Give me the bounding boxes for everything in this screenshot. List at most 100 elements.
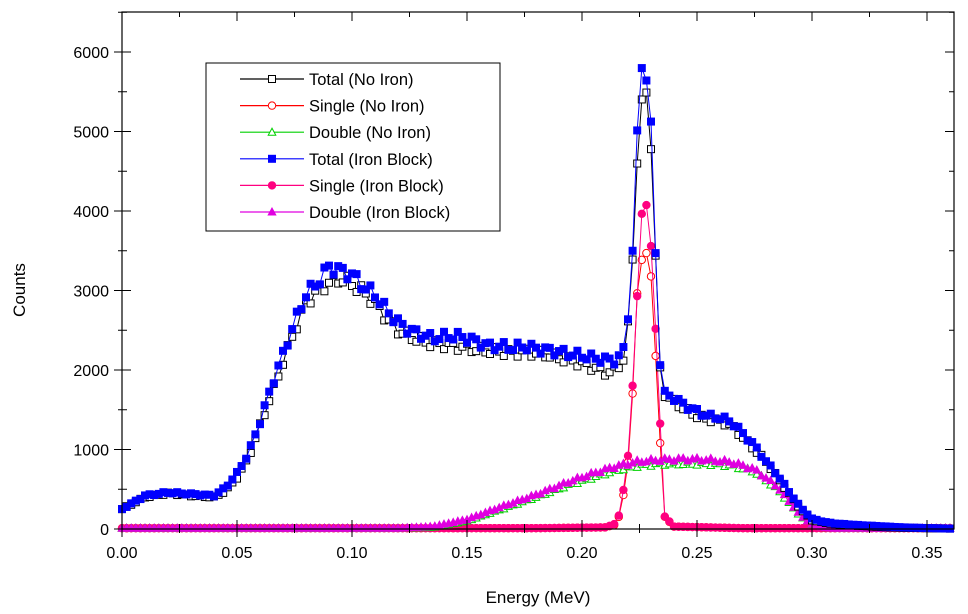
y-axis-title: Counts (10, 263, 29, 317)
data-point (251, 430, 260, 439)
data-point (610, 360, 619, 369)
legend-item-double-iron-block: Double (Iron Block) (240, 204, 450, 222)
data-point (573, 362, 582, 371)
data-point (752, 443, 761, 452)
data-point (748, 438, 757, 447)
data-point (210, 492, 218, 501)
data-point (706, 453, 716, 462)
data-point (486, 338, 494, 347)
data-point (618, 458, 629, 468)
data-point (513, 338, 522, 347)
data-point (550, 351, 559, 360)
data-point (619, 485, 628, 495)
data-point (660, 386, 669, 395)
data-point (283, 341, 292, 350)
data-point (614, 351, 623, 360)
data-point (719, 454, 730, 464)
data-point (472, 335, 481, 344)
legend-label: Double (No Iron) (309, 124, 431, 142)
legend: Total (No Iron) Single (No Iron) Double (N… (205, 62, 501, 232)
data-point (582, 355, 591, 364)
data-point (665, 517, 674, 526)
data-point (463, 338, 471, 347)
data-point (610, 519, 619, 529)
legend-label: Single (Iron Block) (309, 177, 444, 195)
y-tick-label: 2000 (73, 363, 109, 380)
data-point (633, 159, 642, 168)
legend-swatch-marker (267, 127, 277, 136)
legend-swatch-marker (268, 75, 276, 83)
data-point (573, 346, 582, 355)
data-point (614, 511, 623, 520)
data-point (679, 398, 688, 407)
data-point (246, 441, 255, 450)
data-point (361, 285, 370, 294)
data-point (766, 461, 775, 470)
data-point (794, 499, 803, 508)
data-point (545, 343, 554, 352)
legend-item-double-no-iron: Double (No Iron) (240, 124, 431, 142)
data-point (306, 299, 315, 308)
data-point (656, 361, 665, 370)
data-point (536, 349, 545, 358)
data-point (509, 346, 517, 355)
data-point (789, 494, 798, 503)
data-point (325, 278, 333, 287)
y-tick-label: 1000 (73, 443, 109, 460)
data-point (532, 343, 540, 352)
data-point (343, 275, 352, 284)
data-point (771, 469, 780, 478)
data-point (752, 469, 762, 478)
data-point (646, 241, 656, 251)
data-point (412, 325, 421, 334)
x-axis-title: Energy (MeV) (486, 588, 591, 607)
data-point (733, 458, 744, 467)
data-point (233, 467, 241, 476)
data-point (651, 324, 660, 333)
legend-label: Total (No Iron) (309, 71, 414, 89)
data-point (656, 419, 665, 428)
data-point (775, 474, 784, 483)
data-point (394, 314, 402, 323)
data-point (449, 335, 458, 344)
data-point (706, 409, 715, 418)
legend-label: Total (Iron Block) (309, 151, 433, 169)
x-tick-label: 0.05 (221, 545, 252, 562)
data-point (637, 64, 646, 73)
data-point (637, 209, 646, 219)
data-point (756, 470, 767, 480)
data-point (398, 319, 407, 328)
data-point (785, 488, 793, 497)
data-point (651, 351, 660, 361)
data-point (633, 291, 642, 301)
legend-label: Single (No Iron) (309, 98, 425, 116)
data-point (265, 387, 274, 396)
data-point (352, 270, 361, 279)
data-point (458, 333, 467, 342)
data-point (453, 327, 462, 336)
data-point (260, 401, 269, 410)
data-point (315, 280, 324, 289)
data-point (380, 297, 389, 306)
data-point (403, 329, 412, 338)
data-point (647, 145, 655, 154)
x-tick-label: 0.20 (566, 545, 597, 562)
data-point (269, 379, 278, 388)
data-point (637, 95, 646, 104)
data-point (256, 420, 264, 429)
data-point (476, 343, 485, 352)
data-point (747, 462, 757, 472)
data-point (426, 329, 435, 338)
data-point (693, 405, 701, 414)
legend-label: Double (Iron Block) (309, 204, 450, 222)
data-point (302, 293, 310, 302)
legend-item-total-no-iron: Total (No Iron) (240, 71, 414, 89)
ticks-layer: 0.00 0.05 0.10 0.15 0.20 0.25 0.30 0.35 0 1000 200… (73, 11, 954, 562)
x-tick-label: 0.00 (106, 545, 137, 562)
data-point (762, 457, 770, 466)
data-point (559, 344, 568, 353)
data-point (752, 465, 762, 474)
data-point (642, 200, 651, 210)
y-tick-label: 4000 (73, 204, 109, 221)
